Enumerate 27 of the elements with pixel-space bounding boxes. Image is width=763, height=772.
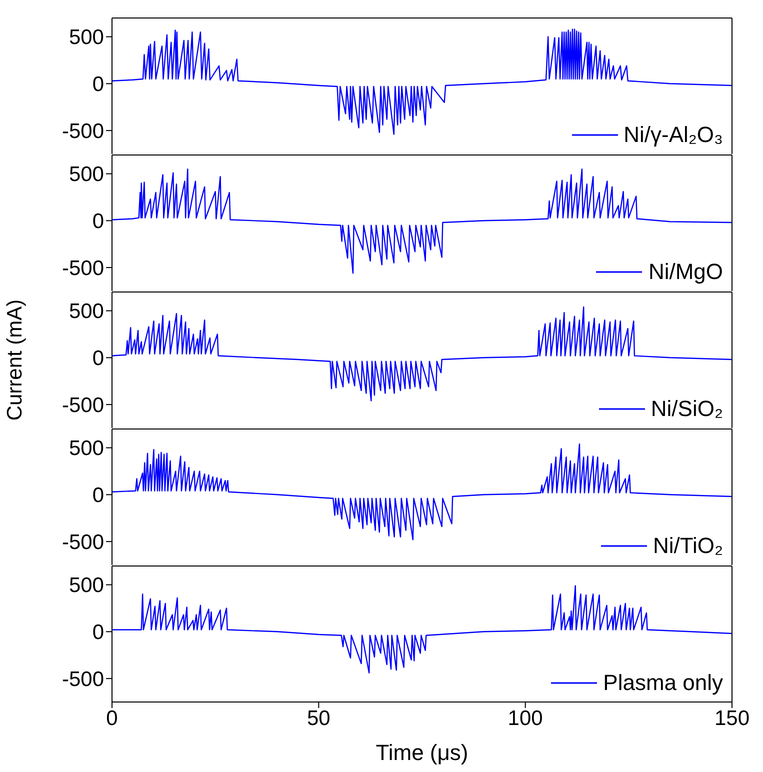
legend-label: Ni/TiO₂ (652, 533, 723, 559)
x-tick-label: 100 (508, 706, 543, 730)
y-tick-label: -500 (62, 120, 104, 144)
y-tick-label: -500 (62, 668, 104, 692)
y-tick-label: 500 (68, 437, 104, 460)
x-tick-label: 50 (306, 706, 330, 730)
y-tick-label: -500 (62, 257, 104, 280)
y-tick-label: 500 (68, 163, 104, 186)
y-tick-label: 0 (92, 347, 104, 370)
y-axis-title: Current (mA) (3, 299, 26, 421)
y-tick-label: 500 (68, 574, 104, 598)
y-tick-label: 0 (92, 73, 104, 96)
y-tick-label: -500 (62, 531, 104, 554)
legend-label: Plasma only (603, 670, 723, 696)
y-tick-label: 500 (68, 300, 104, 324)
y-tick-label: 0 (92, 484, 104, 508)
legend-label: Ni/γ-Al₂O₃ (624, 122, 723, 148)
x-tick-label: 150 (714, 706, 750, 730)
line-series (112, 306, 732, 402)
y-tick-label: 0 (92, 210, 104, 234)
x-axis-title: Time (μs) (376, 740, 468, 765)
legend-label: Ni/MgO (648, 259, 723, 285)
y-tick-label: 500 (68, 26, 104, 50)
y-tick-label: -500 (62, 394, 104, 418)
legend-label: Ni/SiO₂ (650, 396, 723, 422)
line-series (112, 585, 732, 674)
y-tick-label: 0 (92, 621, 104, 644)
